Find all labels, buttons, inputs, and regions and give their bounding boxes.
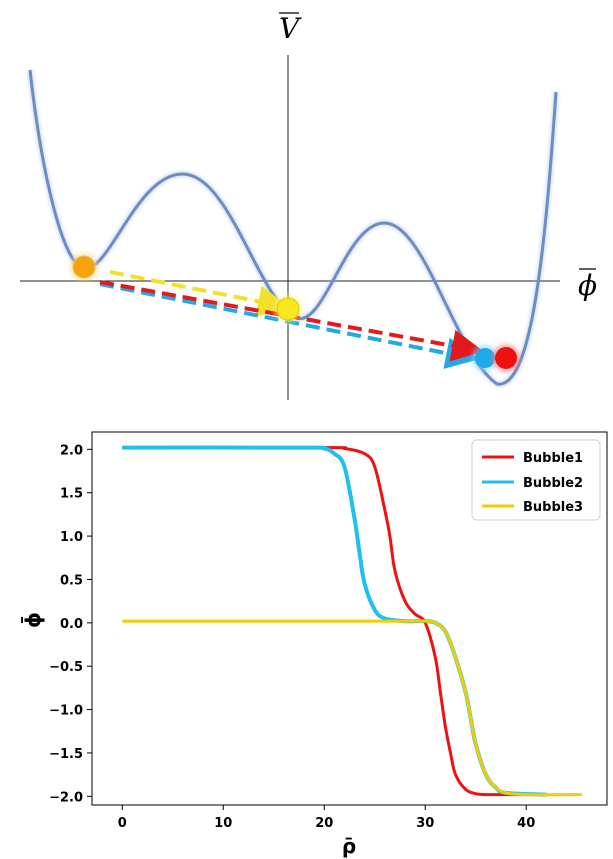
legend-label-bubble2: Bubble2 [523,476,583,491]
bubble-profile-chart: 0 10 20 30 40 2.0 1.5 1.0 0.5 0.0 −0.5 −1.0 −1.5 −2.0… [21,431,608,858]
legend-label-bubble1: Bubble1 [523,451,583,466]
v-label: V [279,12,302,45]
y-tick-label: 1.5 [60,487,83,502]
yellow-dashed-arrow [109,270,290,318]
y-tick-label: −2.0 [49,790,83,805]
x-tick-label: 30 [416,816,434,831]
y-tick-label: −0.5 [49,660,83,675]
series-layer [122,445,582,797]
y-axis-label: ϕ̄ [21,612,45,628]
potential-diagram: V ϕ [20,12,597,400]
y-tick-label: 1.0 [60,530,83,545]
legend-label-bubble3: Bubble3 [523,500,583,515]
series-line-bubble1 [122,446,547,797]
y-tick-label: 2.0 [60,443,83,458]
y-tick-label: −1.5 [49,747,83,762]
orange-ball [70,253,98,281]
x-axis-label: ρ̄ [342,834,356,858]
red-ball [492,344,520,372]
y-tick-label: 0.0 [60,617,83,632]
x-tick-label: 10 [214,816,232,831]
phi-label: ϕ [578,269,597,302]
series-line-bubble3 [122,619,582,797]
potential-curve-shadow [27,69,559,388]
x-tick-label: 0 [118,816,127,831]
tick-group: 0 10 20 30 40 2.0 1.5 1.0 0.5 0.0 −0.5 −1.0 −1.5 −2.0 [49,443,535,831]
y-tick-label: 0.5 [60,573,83,588]
potential-curve [28,69,558,386]
x-tick-label: 40 [517,816,535,831]
legend-box [471,439,601,521]
x-tick-label: 20 [315,816,333,831]
legend: Bubble1 Bubble2 Bubble3 [471,439,601,521]
plot-frame [91,431,608,806]
blue-ball [472,345,498,371]
yellow-ball [274,295,302,323]
y-tick-label: −1.0 [49,704,83,719]
